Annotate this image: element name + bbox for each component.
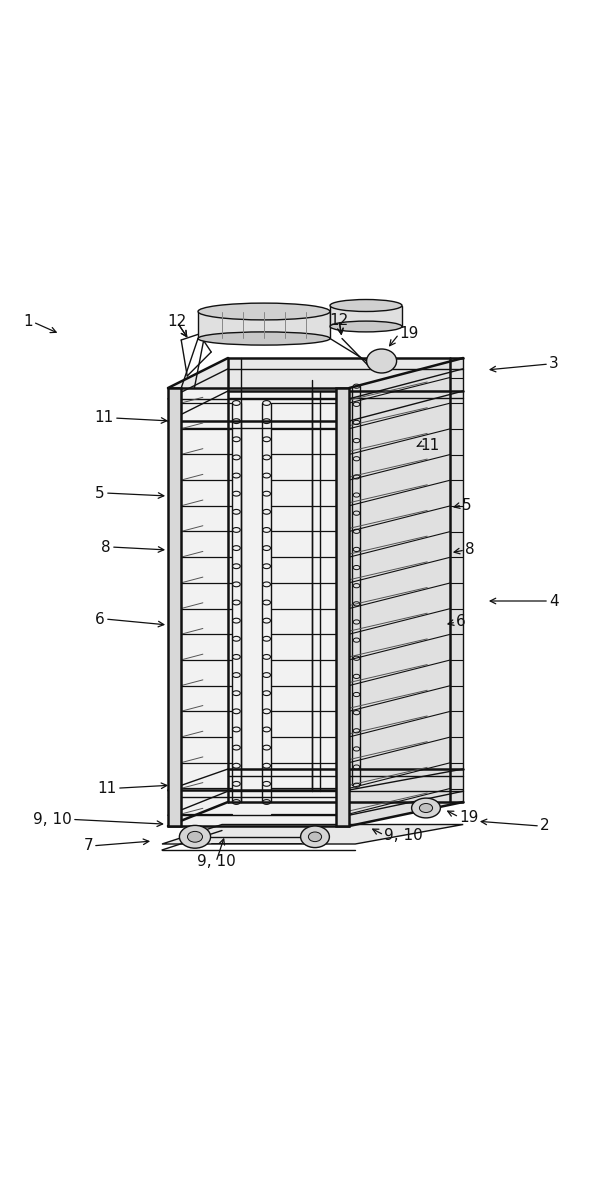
Text: 8: 8 <box>101 539 111 555</box>
Text: 7: 7 <box>83 838 93 853</box>
Ellipse shape <box>198 332 330 345</box>
Polygon shape <box>198 312 330 338</box>
Text: 8: 8 <box>465 543 475 557</box>
Text: 12: 12 <box>167 314 187 330</box>
Polygon shape <box>168 388 349 826</box>
Ellipse shape <box>367 349 397 372</box>
Ellipse shape <box>412 798 440 818</box>
Polygon shape <box>168 358 463 388</box>
Ellipse shape <box>179 826 211 848</box>
Text: 9, 10: 9, 10 <box>33 812 72 827</box>
Text: 12: 12 <box>329 313 349 327</box>
Text: 3: 3 <box>549 357 559 371</box>
Text: 6: 6 <box>95 612 105 626</box>
Text: 11: 11 <box>95 411 114 426</box>
Text: 11: 11 <box>98 781 117 796</box>
Ellipse shape <box>308 832 322 841</box>
Text: 9, 10: 9, 10 <box>384 827 423 843</box>
Ellipse shape <box>198 303 330 320</box>
Polygon shape <box>162 825 463 844</box>
Text: 9, 10: 9, 10 <box>197 854 235 870</box>
Polygon shape <box>168 388 181 826</box>
Text: 11: 11 <box>420 438 439 452</box>
Ellipse shape <box>330 321 402 332</box>
Text: 2: 2 <box>540 819 550 833</box>
Text: 6: 6 <box>456 614 466 630</box>
Polygon shape <box>336 388 349 826</box>
Text: 19: 19 <box>459 809 478 825</box>
Text: 5: 5 <box>462 497 472 513</box>
Ellipse shape <box>187 832 203 843</box>
Text: 1: 1 <box>23 314 33 330</box>
Ellipse shape <box>419 803 433 813</box>
Ellipse shape <box>330 300 402 312</box>
Text: 5: 5 <box>95 486 105 501</box>
Text: 19: 19 <box>399 326 418 342</box>
Polygon shape <box>330 306 402 326</box>
Ellipse shape <box>301 826 329 847</box>
Polygon shape <box>349 358 463 826</box>
Text: 4: 4 <box>549 594 559 608</box>
